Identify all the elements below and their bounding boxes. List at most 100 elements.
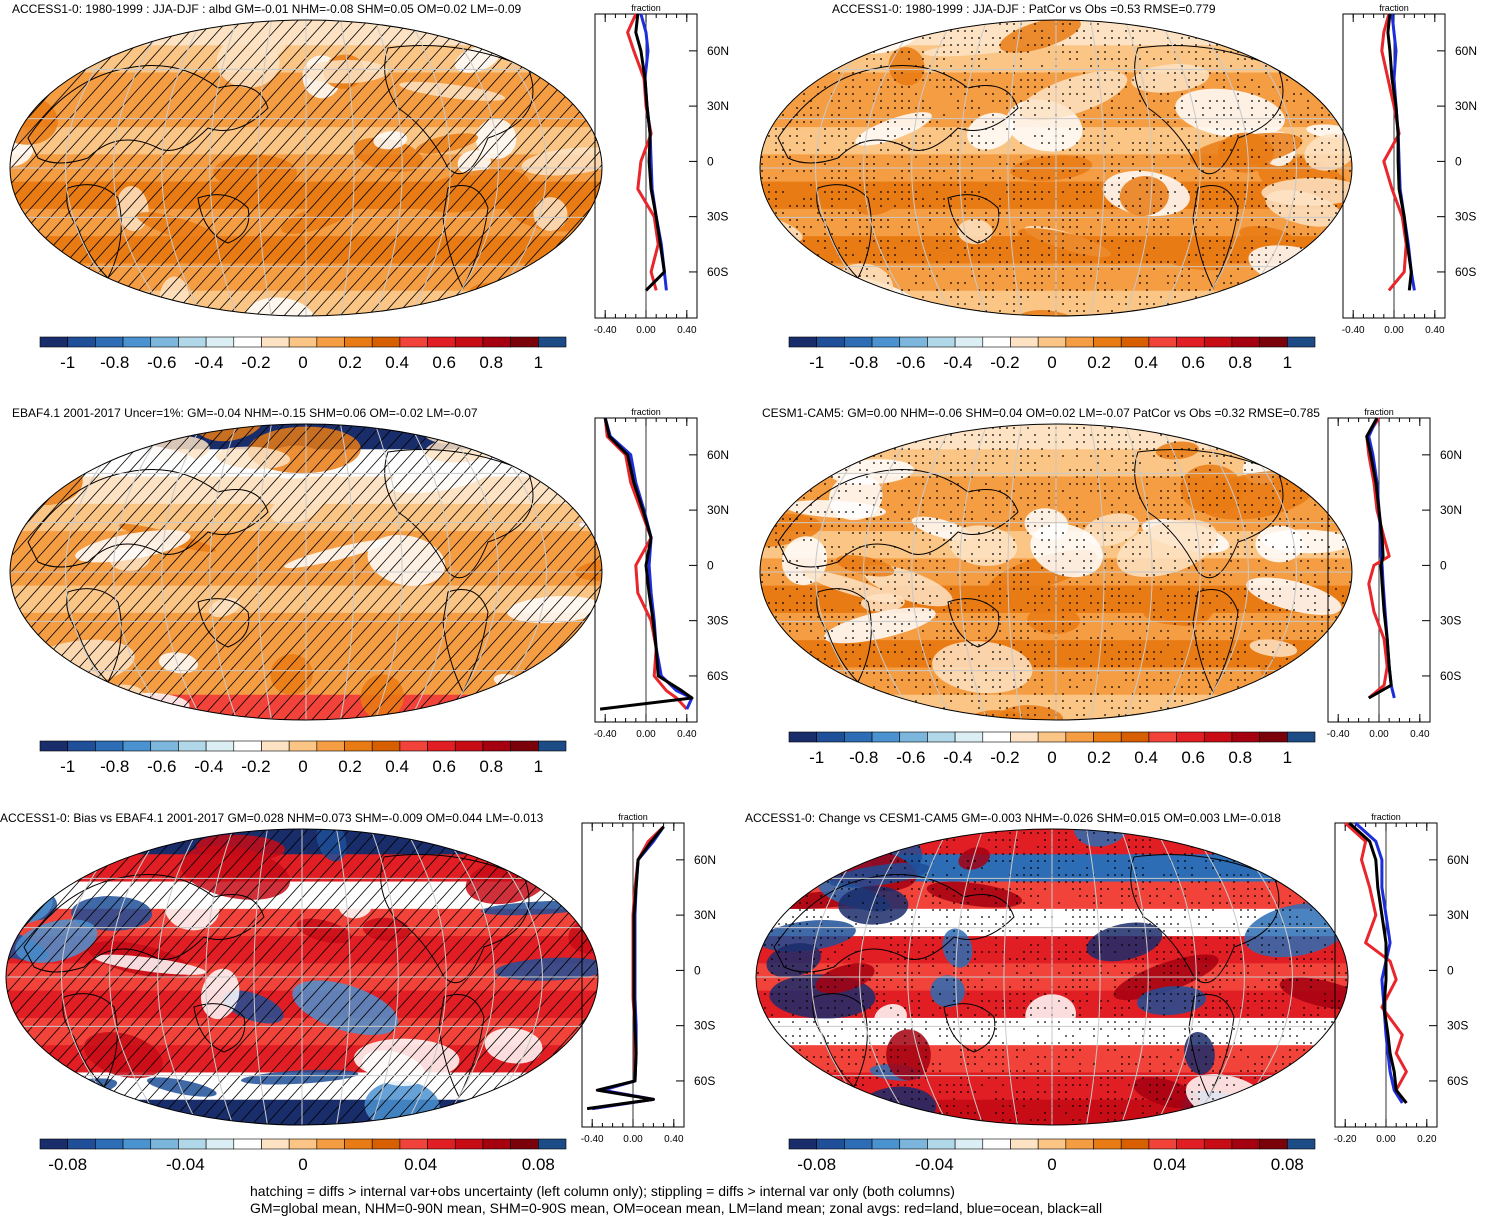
colorbar-swatch	[261, 740, 290, 752]
zonal-lat-label: 60N	[707, 448, 729, 462]
colorbar-swatch	[261, 336, 290, 348]
zonal-lat-label: 30S	[1440, 614, 1461, 628]
colorbar-tick-label: 0.8	[1228, 353, 1252, 372]
zonal-series-land	[1365, 417, 1391, 700]
zonal-xtick-label: 0.40	[664, 1134, 684, 1145]
zonal-series-all	[1365, 417, 1393, 700]
colorbar-tick-label: 1	[534, 757, 543, 776]
colorbar-swatch	[788, 336, 817, 348]
zonal-series-all	[1386, 13, 1413, 291]
colorbar-swatch	[1148, 731, 1177, 743]
zonal-series-all	[586, 825, 665, 1111]
colorbar-tick-label: 0.2	[338, 757, 362, 776]
colorbar-swatch	[1259, 1138, 1288, 1150]
colorbar-swatch	[1065, 1138, 1094, 1150]
colorbar-tick-label: -0.2	[241, 353, 270, 372]
colorbar-swatch	[482, 336, 511, 348]
zonal-lat-label: 0	[1447, 963, 1454, 977]
zonal-xtick-label: -0.40	[581, 1134, 604, 1145]
colorbar-tick-label: -0.8	[100, 353, 129, 372]
zonal-series-ocean	[1354, 821, 1404, 1104]
colorbar-panel-6: -0.08 -0.04 0 0.04 0.08	[787, 1138, 1317, 1178]
zonal-xlabel: fraction	[618, 812, 648, 822]
map-panel-2	[758, 18, 1354, 318]
colorbar-swatch	[371, 1138, 401, 1150]
colorbar-tick-label: -0.8	[849, 748, 878, 767]
colorbar-swatch	[844, 731, 873, 743]
colorbar-swatch	[1010, 1138, 1039, 1150]
zonal-xtick-label: 0.00	[636, 729, 656, 740]
colorbar-swatch	[316, 1138, 345, 1150]
zonal-xtick-label: 0.00	[636, 325, 656, 336]
colorbar-swatch	[482, 1138, 511, 1150]
colorbar-swatch	[844, 1138, 873, 1150]
zonal-xlabel: fraction	[1364, 407, 1394, 417]
colorbar-swatch	[1176, 1138, 1205, 1150]
map-panel-4	[758, 422, 1354, 722]
colorbar-swatch	[67, 740, 96, 752]
colorbar-panel-4: -1 -0.8 -0.6 -0.4 -0.2 0 0.2 0.4 0.6 0.8 1	[787, 731, 1317, 771]
colorbar-tick-label: -1	[809, 353, 824, 372]
colorbar-swatch	[122, 740, 152, 752]
colorbar-swatch	[261, 1138, 290, 1150]
zonal-series-ocean	[603, 417, 694, 710]
colorbar-panel-3: -1 -0.8 -0.6 -0.4 -0.2 0 0.2 0.4 0.6 0.8 1	[38, 740, 568, 780]
colorbar-swatch	[1120, 336, 1150, 348]
colorbar-tick-label: 0.4	[385, 757, 409, 776]
colorbar-swatch	[927, 731, 956, 743]
colorbar-swatch	[788, 731, 817, 743]
colorbar-swatch	[1065, 731, 1094, 743]
zonal-mean-panel-6: fraction -0.20 0.00 0.20 60N 30N 0 30S 60S	[1325, 809, 1475, 1153]
colorbar-swatch	[816, 731, 845, 743]
zonal-series-land	[1380, 13, 1408, 292]
zonal-lat-label: 30S	[707, 210, 728, 224]
zonal-xlabel: fraction	[1379, 3, 1409, 13]
colorbar-swatch	[844, 336, 873, 348]
zonal-lat-label: 60S	[694, 1074, 715, 1088]
colorbar-swatch	[344, 740, 373, 752]
colorbar-swatch	[178, 740, 207, 752]
panel-5-title: ACCESS1-0: Bias vs EBAF4.1 2001-2017 GM=…	[0, 811, 544, 825]
colorbar-swatch	[427, 1138, 456, 1150]
colorbar-tick-label: 0.04	[404, 1155, 437, 1174]
colorbar-swatch	[1148, 1138, 1177, 1150]
zonal-xlabel: fraction	[1371, 812, 1401, 822]
colorbar-swatch	[954, 1138, 984, 1150]
zonal-mean-panel-5: fraction -0.40 0.00 0.40 60N 30N 0 30S 60S	[572, 809, 722, 1153]
zonal-lat-label: 30S	[694, 1019, 715, 1033]
colorbar-tick-label: -0.4	[943, 353, 972, 372]
colorbar-tick-label: 0.2	[338, 353, 362, 372]
zonal-series-land	[626, 13, 660, 291]
colorbar-tick-label: -0.2	[990, 353, 1019, 372]
colorbar-tick-label: 0.2	[1087, 353, 1111, 372]
colorbar-tick-label: 0.6	[432, 353, 456, 372]
footer-line-2: GM=global mean, NHM=0-90N mean, SHM=0-90…	[250, 1200, 1103, 1216]
zonal-xtick-label: 0.00	[623, 1134, 643, 1145]
colorbar-swatch	[233, 336, 262, 348]
zonal-xtick-label: 0.00	[1376, 1134, 1396, 1145]
colorbar-tick-label: -1	[60, 353, 75, 372]
colorbar-swatch	[1259, 336, 1288, 348]
colorbar-swatch	[399, 1138, 428, 1150]
colorbar-swatch	[1037, 731, 1067, 743]
zonal-xlabel: fraction	[631, 407, 661, 417]
colorbar-swatch	[399, 740, 428, 752]
colorbar-swatch	[178, 1138, 207, 1150]
colorbar-swatch	[371, 336, 401, 348]
colorbar-tick-label: 0	[1047, 1155, 1056, 1174]
colorbar-swatch	[510, 336, 539, 348]
zonal-mean-panel-2: fraction -0.40 0.00 0.40 60N 30N 0 30S 60S	[1333, 0, 1483, 344]
colorbar-tick-label: 0.04	[1153, 1155, 1186, 1174]
colorbar-swatch	[1176, 731, 1205, 743]
zonal-series-all	[599, 417, 694, 711]
panel-2-title: ACCESS1-0: 1980-1999 : JJA-DJF : PatCor …	[832, 2, 1216, 16]
colorbar-swatch	[454, 740, 484, 752]
zonal-lat-label: 30N	[1440, 503, 1462, 517]
colorbar-swatch	[288, 336, 318, 348]
colorbar-swatch	[871, 336, 901, 348]
colorbar-panel-2: -1 -0.8 -0.6 -0.4 -0.2 0 0.2 0.4 0.6 0.8 1	[787, 336, 1317, 376]
colorbar-tick-label: 0.2	[1087, 748, 1111, 767]
colorbar-swatch	[982, 731, 1011, 743]
colorbar-swatch	[178, 336, 207, 348]
colorbar-swatch	[899, 1138, 928, 1150]
